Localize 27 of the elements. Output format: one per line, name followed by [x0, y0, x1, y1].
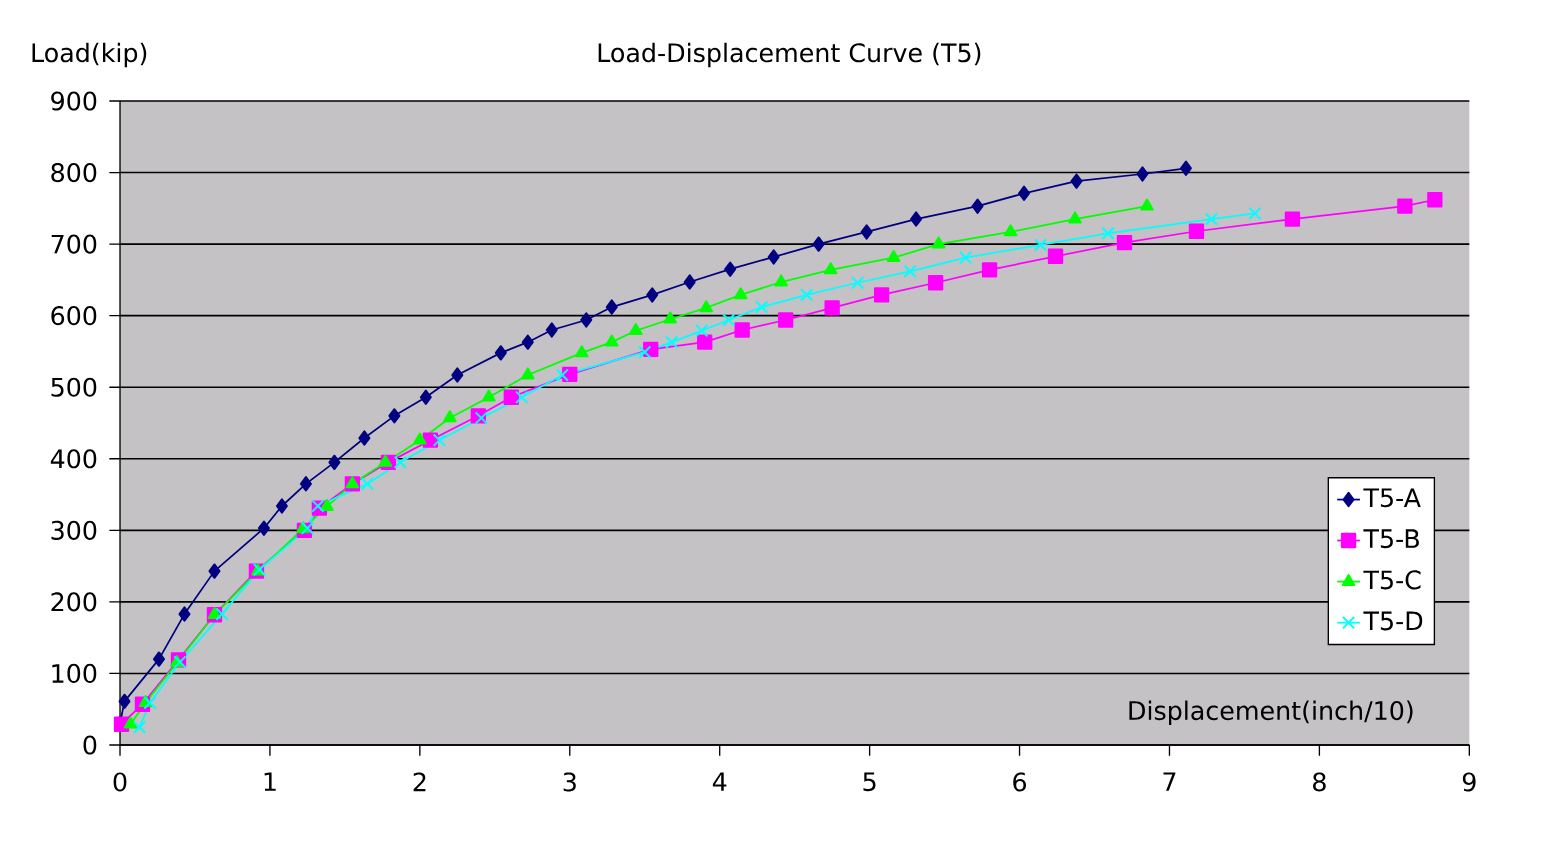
y-tick-label: 500	[51, 377, 97, 397]
y-tick-label: 200	[51, 592, 97, 612]
x-tick-label: 3	[563, 772, 576, 792]
chart-title: Load-Displacement Curve (T5)	[598, 42, 981, 68]
legend-label: T5-A	[1363, 488, 1421, 508]
y-tick-label: 400	[50, 449, 97, 469]
y-tick-label: 300	[51, 520, 97, 540]
x-tick-label: 7	[1163, 772, 1176, 791]
legend-label: T5-C	[1363, 570, 1421, 590]
x-tick-label: 9	[1462, 772, 1476, 792]
x-tick-label: 6	[1013, 772, 1026, 792]
y-tick-label: 800	[51, 162, 97, 183]
legend-label: T5-B	[1363, 529, 1419, 549]
x-tick-label: 2	[413, 772, 426, 792]
x-axis-title: Displacement(inch/10)	[1129, 700, 1413, 726]
legend-label: T5-D	[1363, 611, 1423, 631]
x-tick-label: 1	[264, 772, 276, 791]
y-tick-label: 0	[83, 735, 97, 755]
y-axis-title: Load(kip)	[32, 42, 147, 68]
x-tick-label: 8	[1313, 772, 1326, 792]
x-tick-label: 5	[863, 772, 876, 792]
y-tick-label: 900	[51, 91, 97, 111]
x-tick-label: 4	[712, 772, 727, 791]
y-tick-label: 700	[51, 234, 97, 254]
y-tick-label: 100	[52, 663, 97, 684]
x-tick-label: 0	[113, 772, 127, 792]
y-tick-label: 600	[51, 306, 97, 326]
